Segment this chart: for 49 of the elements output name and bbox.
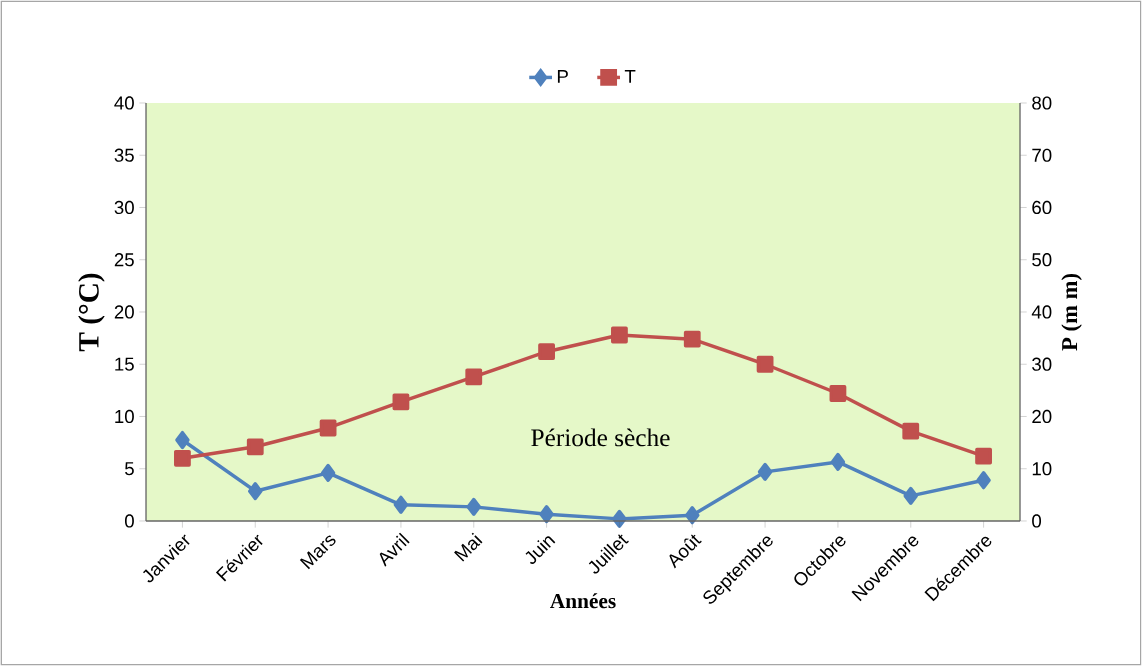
y-tick-label: 0 [124,514,134,528]
point [465,368,483,386]
y2-tick-label: 20 [1032,409,1052,424]
y2-tick-label: 50 [1032,253,1052,267]
x-tick-label: Mai [454,532,483,562]
y-tick-label: 15 [115,357,134,371]
point [174,449,191,467]
point [246,438,264,456]
x-axis-title: Années [550,593,616,609]
point [902,422,920,440]
point [248,482,263,501]
point [393,495,409,514]
y-tick-label: 30 [114,200,134,215]
point [466,497,481,516]
legend-label: T [624,70,636,83]
y2-tick-label: 40 [1031,305,1052,319]
point [757,462,773,481]
point [392,393,410,411]
y2-tick-label: 70 [1032,148,1052,162]
point [685,506,700,525]
point [756,355,774,373]
y2-tick-label: 10 [1032,462,1052,476]
point [320,463,336,482]
y-tick-label: 20 [114,305,134,319]
y2-tick-label: 80 [1032,96,1052,110]
y-tick-label: 35 [114,148,134,162]
y-tick-label: 40 [114,96,134,110]
y2-tick-label: 0 [1032,514,1042,528]
y2-tick-label: 60 [1032,200,1052,215]
point [830,452,846,472]
x-tick-label: Juin [525,536,556,565]
annotation: Période sèche [531,428,670,447]
point [829,385,847,402]
point [976,471,991,490]
y2-axis-title: P (m m) [1061,273,1082,351]
y2-tick-label: 30 [1032,357,1052,371]
point [903,486,918,505]
legend-label: P [557,70,568,83]
y-axis-title: T (°C) [78,273,105,352]
y-tick-label: 5 [125,462,134,476]
point [319,419,337,437]
point [611,326,628,344]
point [175,430,190,450]
point [683,330,701,348]
point [975,447,992,465]
y-tick-label: 10 [115,409,134,424]
point [539,505,554,524]
y-tick-label: 25 [114,253,134,267]
point [538,343,555,361]
